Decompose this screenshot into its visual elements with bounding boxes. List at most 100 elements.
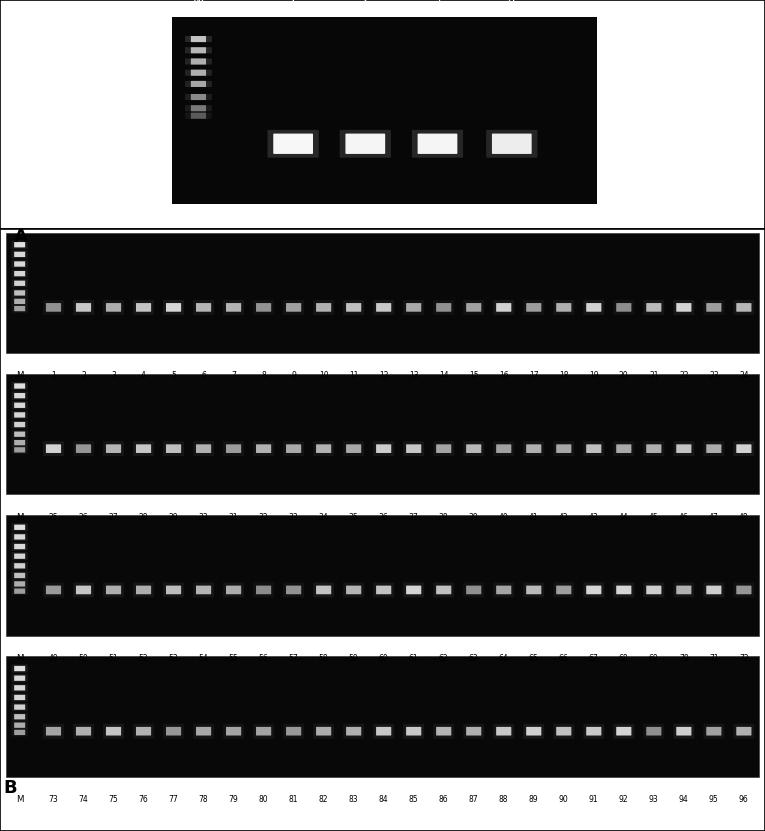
FancyBboxPatch shape: [73, 724, 94, 739]
Text: 42: 42: [559, 513, 568, 522]
FancyBboxPatch shape: [523, 441, 544, 456]
FancyBboxPatch shape: [11, 269, 28, 278]
Text: 33: 33: [199, 513, 208, 522]
Text: 41: 41: [529, 513, 539, 522]
Text: 79: 79: [229, 795, 239, 804]
Text: 84: 84: [379, 795, 389, 804]
Text: 64: 64: [499, 654, 509, 663]
FancyBboxPatch shape: [256, 727, 272, 735]
FancyBboxPatch shape: [11, 665, 28, 672]
FancyBboxPatch shape: [373, 583, 394, 597]
FancyBboxPatch shape: [412, 130, 463, 158]
Text: 3: 3: [111, 371, 116, 381]
FancyBboxPatch shape: [136, 303, 151, 312]
FancyBboxPatch shape: [286, 586, 301, 594]
FancyBboxPatch shape: [11, 289, 28, 297]
FancyBboxPatch shape: [286, 303, 301, 312]
FancyBboxPatch shape: [433, 300, 454, 315]
FancyBboxPatch shape: [185, 94, 212, 100]
FancyBboxPatch shape: [256, 303, 272, 312]
Text: 74: 74: [79, 795, 89, 804]
FancyBboxPatch shape: [73, 300, 94, 315]
FancyBboxPatch shape: [736, 727, 751, 735]
FancyBboxPatch shape: [464, 300, 484, 315]
FancyBboxPatch shape: [133, 300, 154, 315]
FancyBboxPatch shape: [706, 445, 721, 453]
FancyBboxPatch shape: [313, 583, 334, 597]
FancyBboxPatch shape: [496, 727, 511, 735]
Text: 82: 82: [319, 795, 328, 804]
FancyBboxPatch shape: [43, 583, 64, 597]
Text: 75: 75: [109, 795, 119, 804]
Text: 58: 58: [319, 654, 328, 663]
Bar: [6, 515, 759, 636]
FancyBboxPatch shape: [163, 583, 184, 597]
FancyBboxPatch shape: [43, 441, 64, 456]
FancyBboxPatch shape: [734, 300, 754, 315]
Text: 71: 71: [709, 654, 718, 663]
FancyBboxPatch shape: [11, 304, 28, 312]
Text: 28: 28: [138, 513, 148, 522]
FancyBboxPatch shape: [646, 727, 662, 735]
FancyBboxPatch shape: [133, 583, 154, 597]
Text: 1: 1: [289, 0, 298, 7]
FancyBboxPatch shape: [15, 431, 25, 437]
FancyBboxPatch shape: [433, 583, 454, 597]
FancyBboxPatch shape: [316, 727, 331, 735]
FancyBboxPatch shape: [584, 583, 604, 597]
Text: 73: 73: [49, 795, 58, 804]
Text: B: B: [4, 779, 18, 798]
FancyBboxPatch shape: [436, 303, 451, 312]
FancyBboxPatch shape: [46, 586, 61, 594]
FancyBboxPatch shape: [734, 583, 754, 597]
Text: 36: 36: [379, 513, 389, 522]
FancyBboxPatch shape: [15, 666, 25, 671]
FancyBboxPatch shape: [15, 242, 25, 248]
Text: 89: 89: [529, 795, 539, 804]
Text: M: M: [16, 795, 24, 804]
Text: 16: 16: [499, 371, 509, 381]
FancyBboxPatch shape: [646, 445, 662, 453]
Text: 72: 72: [739, 654, 749, 663]
FancyBboxPatch shape: [466, 586, 481, 594]
FancyBboxPatch shape: [103, 724, 124, 739]
FancyBboxPatch shape: [340, 130, 391, 158]
FancyBboxPatch shape: [15, 271, 25, 276]
FancyBboxPatch shape: [343, 583, 364, 597]
FancyBboxPatch shape: [403, 724, 424, 739]
FancyBboxPatch shape: [15, 524, 25, 530]
Bar: [172, 17, 597, 204]
FancyBboxPatch shape: [11, 382, 28, 390]
FancyBboxPatch shape: [736, 586, 751, 594]
Text: 18: 18: [559, 371, 568, 381]
FancyBboxPatch shape: [11, 552, 28, 560]
FancyBboxPatch shape: [15, 695, 25, 700]
FancyBboxPatch shape: [703, 583, 724, 597]
Text: 63: 63: [469, 654, 479, 663]
Text: 61: 61: [409, 654, 418, 663]
FancyBboxPatch shape: [15, 447, 25, 453]
FancyBboxPatch shape: [283, 583, 304, 597]
FancyBboxPatch shape: [586, 586, 601, 594]
FancyBboxPatch shape: [493, 583, 514, 597]
FancyBboxPatch shape: [614, 441, 634, 456]
FancyBboxPatch shape: [226, 303, 241, 312]
FancyBboxPatch shape: [11, 587, 28, 595]
Text: 78: 78: [199, 795, 208, 804]
FancyBboxPatch shape: [193, 583, 214, 597]
FancyBboxPatch shape: [190, 81, 206, 87]
FancyBboxPatch shape: [133, 441, 154, 456]
Text: 96: 96: [739, 795, 749, 804]
Text: M: M: [16, 513, 24, 522]
Text: 76: 76: [138, 795, 148, 804]
FancyBboxPatch shape: [343, 441, 364, 456]
FancyBboxPatch shape: [11, 572, 28, 579]
FancyBboxPatch shape: [190, 58, 206, 65]
Text: M: M: [193, 0, 204, 7]
FancyBboxPatch shape: [487, 130, 537, 158]
FancyBboxPatch shape: [11, 674, 28, 682]
FancyBboxPatch shape: [11, 420, 28, 429]
FancyBboxPatch shape: [313, 300, 334, 315]
Text: 92: 92: [619, 795, 629, 804]
Text: 3: 3: [433, 0, 441, 7]
